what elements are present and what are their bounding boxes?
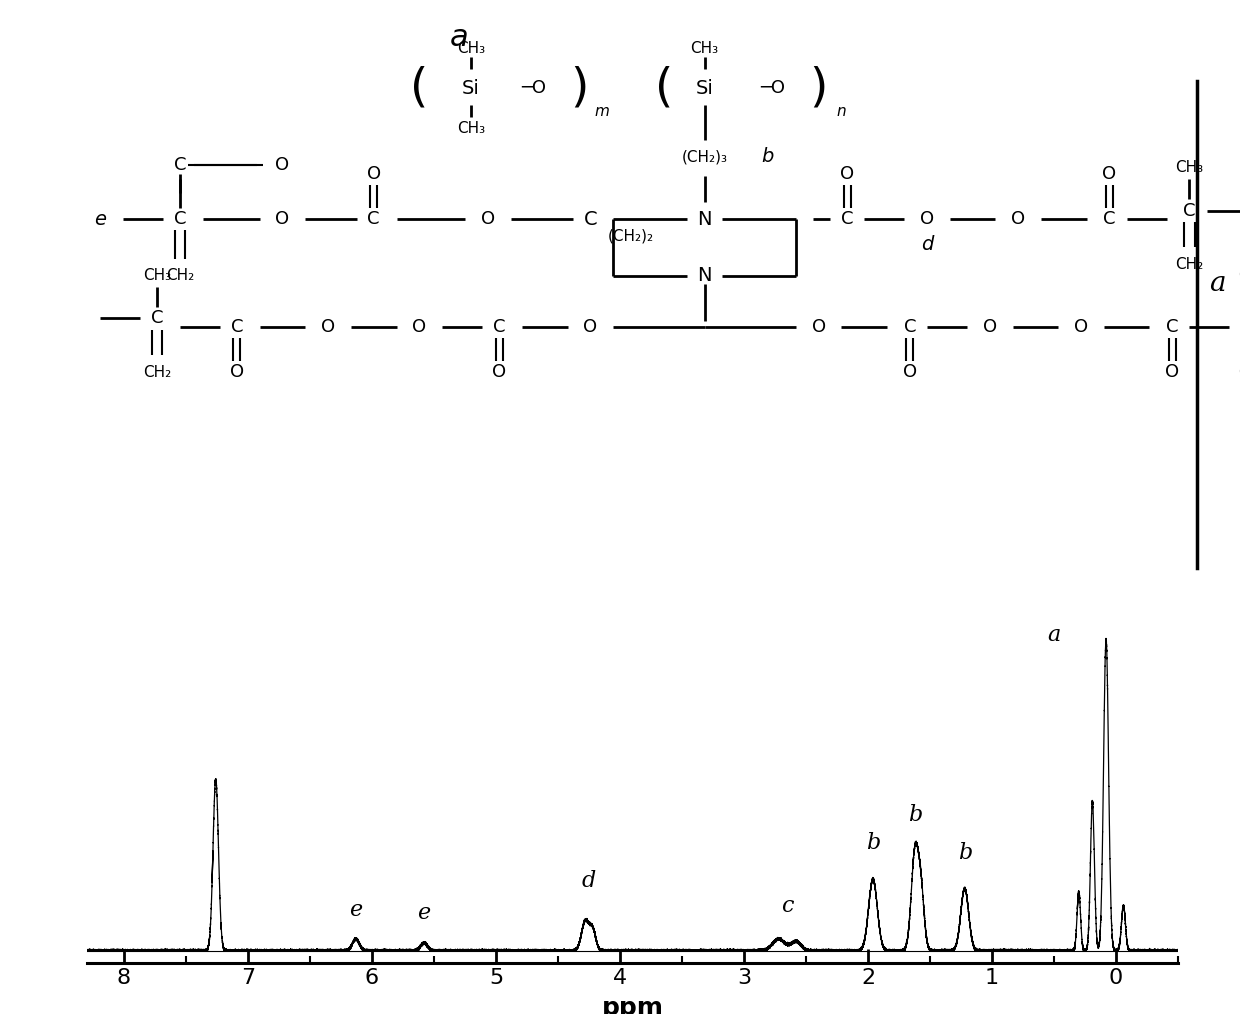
Text: a: a [1048,624,1060,646]
Text: O: O [903,363,916,381]
Text: O: O [1102,164,1116,183]
Text: C: C [584,210,598,228]
Text: CH₂: CH₂ [143,365,171,380]
Text: b: b [957,842,972,864]
Text: C: C [1104,210,1116,228]
Text: O: O [413,318,427,336]
Text: C: C [174,156,186,174]
Text: b: b [908,804,923,826]
Text: a: a [450,23,469,52]
Text: CH₃: CH₃ [1176,160,1204,175]
Text: b: b [761,147,774,166]
Text: CH₃: CH₃ [456,42,485,56]
Text: C: C [174,210,186,228]
Text: CH₂: CH₂ [166,269,193,283]
Text: O: O [812,318,826,336]
Text: O: O [1074,318,1087,336]
Text: Si: Si [461,79,480,98]
Text: O: O [983,318,997,336]
Text: O: O [229,363,244,381]
Text: O: O [321,318,335,336]
Text: O: O [492,363,506,381]
Text: n: n [837,103,846,119]
Text: d: d [921,235,934,255]
Text: c: c [781,894,794,917]
Text: (CH₂)₂: (CH₂)₂ [608,228,653,243]
Text: O: O [275,210,289,228]
Text: C: C [841,210,853,228]
Text: O: O [367,164,381,183]
Text: CH₃: CH₃ [456,121,485,136]
Text: N: N [697,267,712,285]
Text: a: a [1209,271,1225,297]
Text: C: C [1166,318,1178,336]
Text: O: O [584,318,598,336]
Text: b: b [866,832,880,855]
Text: ─O: ─O [521,79,546,97]
Text: O: O [1012,210,1025,228]
Text: (: ( [656,66,673,111]
Text: (CH₂)₃: (CH₂)₃ [682,149,728,164]
Text: C: C [367,210,379,228]
Text: ): ) [570,66,588,111]
Text: CH₃: CH₃ [1238,269,1240,283]
Text: d: d [582,870,596,891]
Text: C: C [494,318,506,336]
Text: e: e [418,902,430,925]
Text: C: C [151,309,164,328]
Text: O: O [275,156,289,174]
Text: m: m [594,103,609,119]
Text: Si: Si [696,79,713,98]
X-axis label: ppm: ppm [601,997,663,1014]
Text: ): ) [810,66,828,111]
Text: e: e [94,210,105,228]
Text: e: e [350,899,362,922]
Text: ─O: ─O [760,79,785,97]
Text: (: ( [410,66,429,111]
Text: CH₃: CH₃ [143,269,171,283]
Text: O: O [841,164,854,183]
Text: C: C [904,318,916,336]
Text: O: O [920,210,934,228]
Text: CH₂: CH₂ [1176,257,1204,272]
Text: N: N [697,210,712,228]
Text: C: C [231,318,243,336]
Text: CH₃: CH₃ [691,42,719,56]
Text: C: C [1183,202,1195,219]
Text: O: O [481,210,495,228]
Text: O: O [1166,363,1179,381]
Text: CH₂: CH₂ [1238,365,1240,380]
